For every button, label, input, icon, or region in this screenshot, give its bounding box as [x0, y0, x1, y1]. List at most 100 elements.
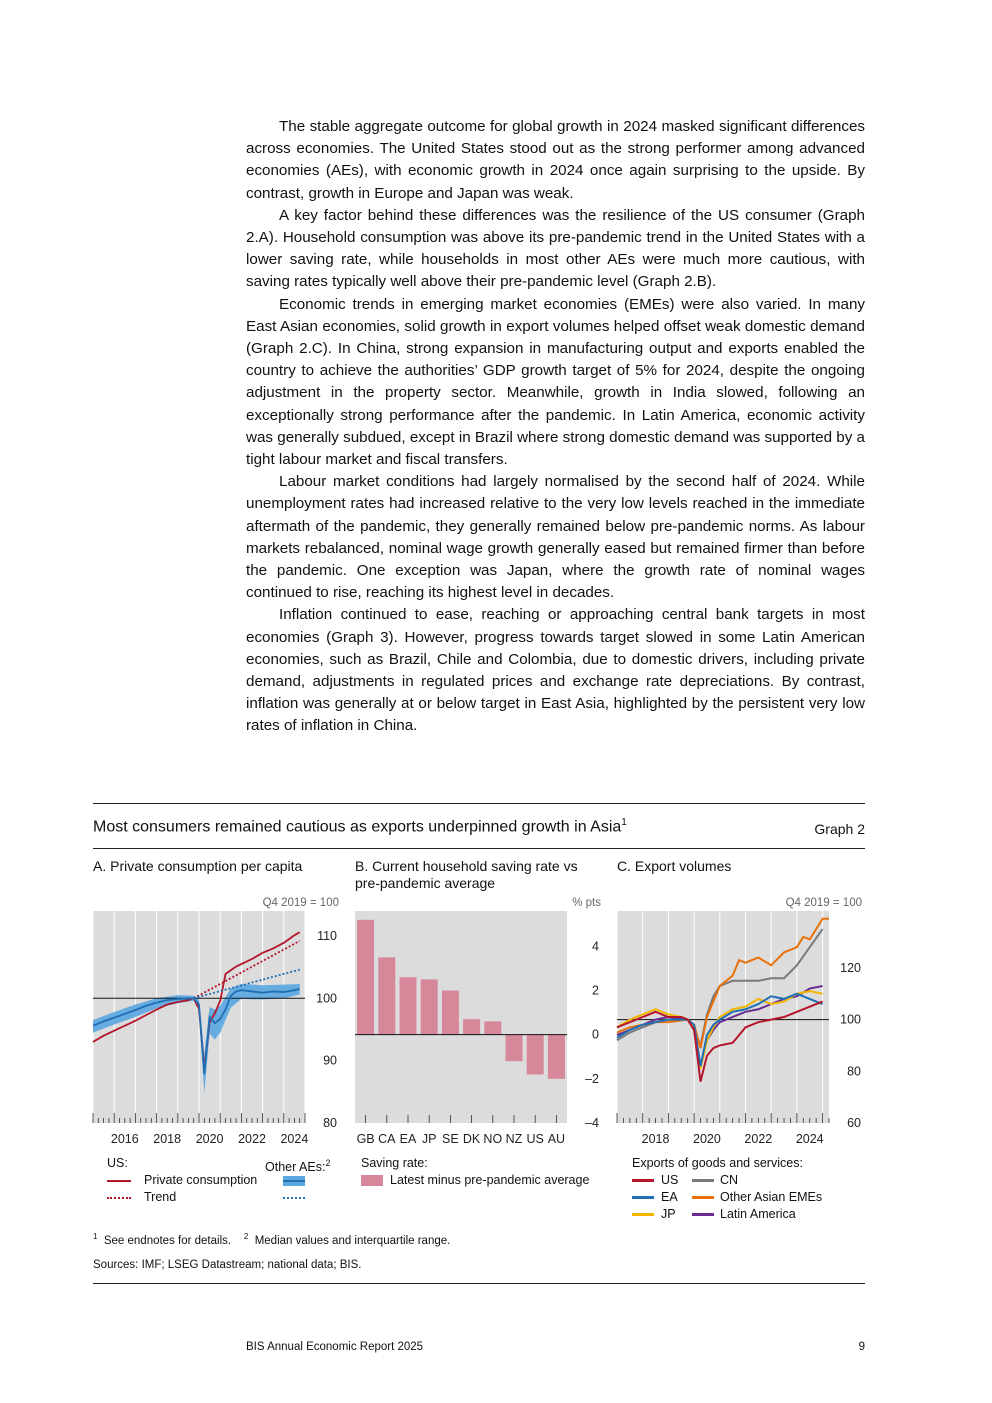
bar	[399, 977, 417, 1035]
legend-a: US: Other AEs:2 Private consumption Tren…	[107, 1155, 347, 1206]
legend-eme-label: Other Asian EMEs	[720, 1190, 823, 1204]
legend-ea-label: EA	[661, 1190, 678, 1204]
x-tick-label: AU	[548, 1132, 565, 1146]
us-trend-line	[193, 940, 301, 1000]
bar	[420, 979, 438, 1035]
legend-swatch-ae-median	[283, 1180, 305, 1182]
bar	[547, 1034, 565, 1079]
body-text: The stable aggregate outcome for global …	[246, 116, 865, 738]
page-number: 9	[858, 1341, 865, 1353]
graph-number: Graph 2	[814, 821, 865, 837]
graph-title-rule	[93, 848, 865, 849]
legend-swatch-eme	[692, 1196, 714, 1199]
x-tick-label: 2022	[744, 1132, 772, 1146]
y-tick-label: 100	[316, 991, 337, 1005]
graph-top-rule	[93, 803, 865, 804]
legend-swatch-jp	[632, 1213, 654, 1216]
x-tick-label: SE	[442, 1132, 459, 1146]
legend-c: Exports of goods and services: US CN EA …	[632, 1155, 872, 1223]
paragraph: Economic trends in emerging market econo…	[246, 295, 865, 469]
x-tick-label: GB	[357, 1132, 375, 1146]
legend-trend-label: Trend	[144, 1190, 177, 1204]
paragraph: The stable aggregate outcome for global …	[246, 118, 865, 202]
legend-c-heading: Exports of goods and services:	[632, 1156, 803, 1170]
legend-ae-heading: Other AEs:2	[265, 1158, 331, 1175]
legend-swatch-cn	[692, 1179, 714, 1182]
series-line-us	[616, 1000, 823, 1082]
series-line-other-asian-emes	[616, 917, 829, 1049]
y-tick-label: 90	[323, 1054, 337, 1068]
x-tick-label: 2020	[196, 1132, 224, 1146]
y-tick-label: 80	[847, 1064, 861, 1078]
bar	[463, 1019, 481, 1035]
panel-b-title: B. Current household saving rate vs pre-…	[355, 858, 578, 891]
legend-b-heading: Saving rate:	[361, 1156, 428, 1170]
panel-c-title: C. Export volumes	[617, 858, 732, 874]
x-tick-label: JP	[422, 1132, 437, 1146]
x-tick-label: US	[527, 1132, 544, 1146]
y-tick-label: 100	[840, 1013, 861, 1027]
legend-swatch-us	[632, 1179, 654, 1182]
legend-jp-label: JP	[661, 1207, 676, 1221]
legend-cn-label: CN	[720, 1173, 739, 1187]
legend-swatch-la	[692, 1213, 714, 1216]
legend-b-label: Latest minus pre-pandemic average	[390, 1173, 590, 1187]
y-tick-label: 110	[317, 929, 337, 943]
x-tick-label: EA	[400, 1132, 417, 1146]
legend-swatch-ae-trend	[283, 1197, 305, 1199]
legend-us-label: US	[661, 1173, 679, 1187]
panel-b-unit: % pts	[572, 897, 601, 909]
legend-us-heading: US:	[107, 1156, 128, 1170]
x-tick-label: 2018	[642, 1132, 670, 1146]
x-tick-label: 2024	[796, 1132, 824, 1146]
bar	[378, 957, 396, 1035]
y-tick-label: –2	[585, 1072, 599, 1086]
x-tick-label: 2022	[238, 1132, 266, 1146]
y-tick-label: 0	[592, 1028, 599, 1042]
panel-c-unit: Q4 2019 = 100	[785, 897, 862, 909]
paragraph: A key factor behind these differences wa…	[246, 206, 865, 291]
bar	[526, 1034, 544, 1075]
sources: Sources: IMF; LSEG Datastream; national …	[93, 1259, 362, 1271]
footer-report: BIS Annual Economic Report 2025	[246, 1341, 424, 1353]
footnotes: 1 See endnotes for details. 2 Median val…	[93, 1232, 451, 1247]
legend-la-label: Latin America	[720, 1207, 796, 1221]
panel-a-title: A. Private consumption per capita	[93, 858, 303, 874]
legend-swatch-us-solid	[107, 1180, 131, 1182]
bar	[441, 990, 459, 1035]
x-tick-label: 2018	[153, 1132, 181, 1146]
x-tick-label: DK	[463, 1132, 481, 1146]
x-tick-label: NO	[483, 1132, 502, 1146]
legend-swatch-ea	[632, 1196, 654, 1199]
y-tick-label: 60	[847, 1116, 861, 1130]
series-line-jp	[616, 990, 823, 1069]
chart-c: 2018 2020 2022 2024 60 80 100 120	[616, 911, 861, 1146]
y-tick-label: –4	[585, 1116, 599, 1130]
x-tick-label: 2024	[280, 1132, 308, 1146]
legend-swatch-bar	[361, 1175, 383, 1186]
y-tick-label: 4	[592, 939, 599, 953]
bar	[505, 1034, 523, 1062]
graph-bottom-rule	[93, 1283, 865, 1284]
x-tick-label: 2020	[693, 1132, 721, 1146]
graph-title: Most consumers remained cautious as expo…	[93, 817, 627, 836]
paragraph: Labour market conditions had largely nor…	[246, 473, 865, 602]
chart-a: 2016 2018 2020 2022 2024 80 90 100 110	[92, 911, 337, 1146]
x-tick-label: NZ	[506, 1132, 523, 1146]
legend-pc-label: Private consumption	[144, 1173, 258, 1187]
legend-b: Saving rate: Latest minus pre-pandemic a…	[361, 1155, 611, 1189]
bar	[484, 1021, 502, 1035]
bar	[357, 919, 375, 1035]
ae-interquartile-band	[93, 983, 300, 1094]
series-line-ea	[616, 992, 823, 1067]
y-tick-label: 2	[592, 984, 599, 998]
y-tick-label: 120	[840, 961, 861, 975]
panel-a-unit: Q4 2019 = 100	[262, 897, 339, 909]
chart-b: GB CA EA JP SE DK NO NZ US AU –4 –2 0 2 4	[355, 911, 599, 1146]
ae-median-line	[92, 988, 300, 1075]
x-tick-label: CA	[378, 1132, 396, 1146]
x-tick-label: 2016	[111, 1132, 139, 1146]
legend-swatch-us-trend	[107, 1197, 131, 1199]
paragraph: Inflation continued to ease, reaching or…	[246, 606, 865, 735]
y-tick-label: 80	[323, 1116, 337, 1130]
